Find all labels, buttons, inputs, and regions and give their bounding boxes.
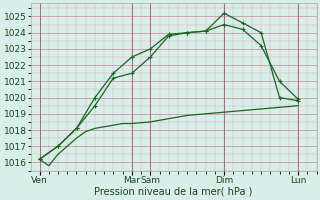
X-axis label: Pression niveau de la mer( hPa ): Pression niveau de la mer( hPa )	[94, 187, 253, 197]
